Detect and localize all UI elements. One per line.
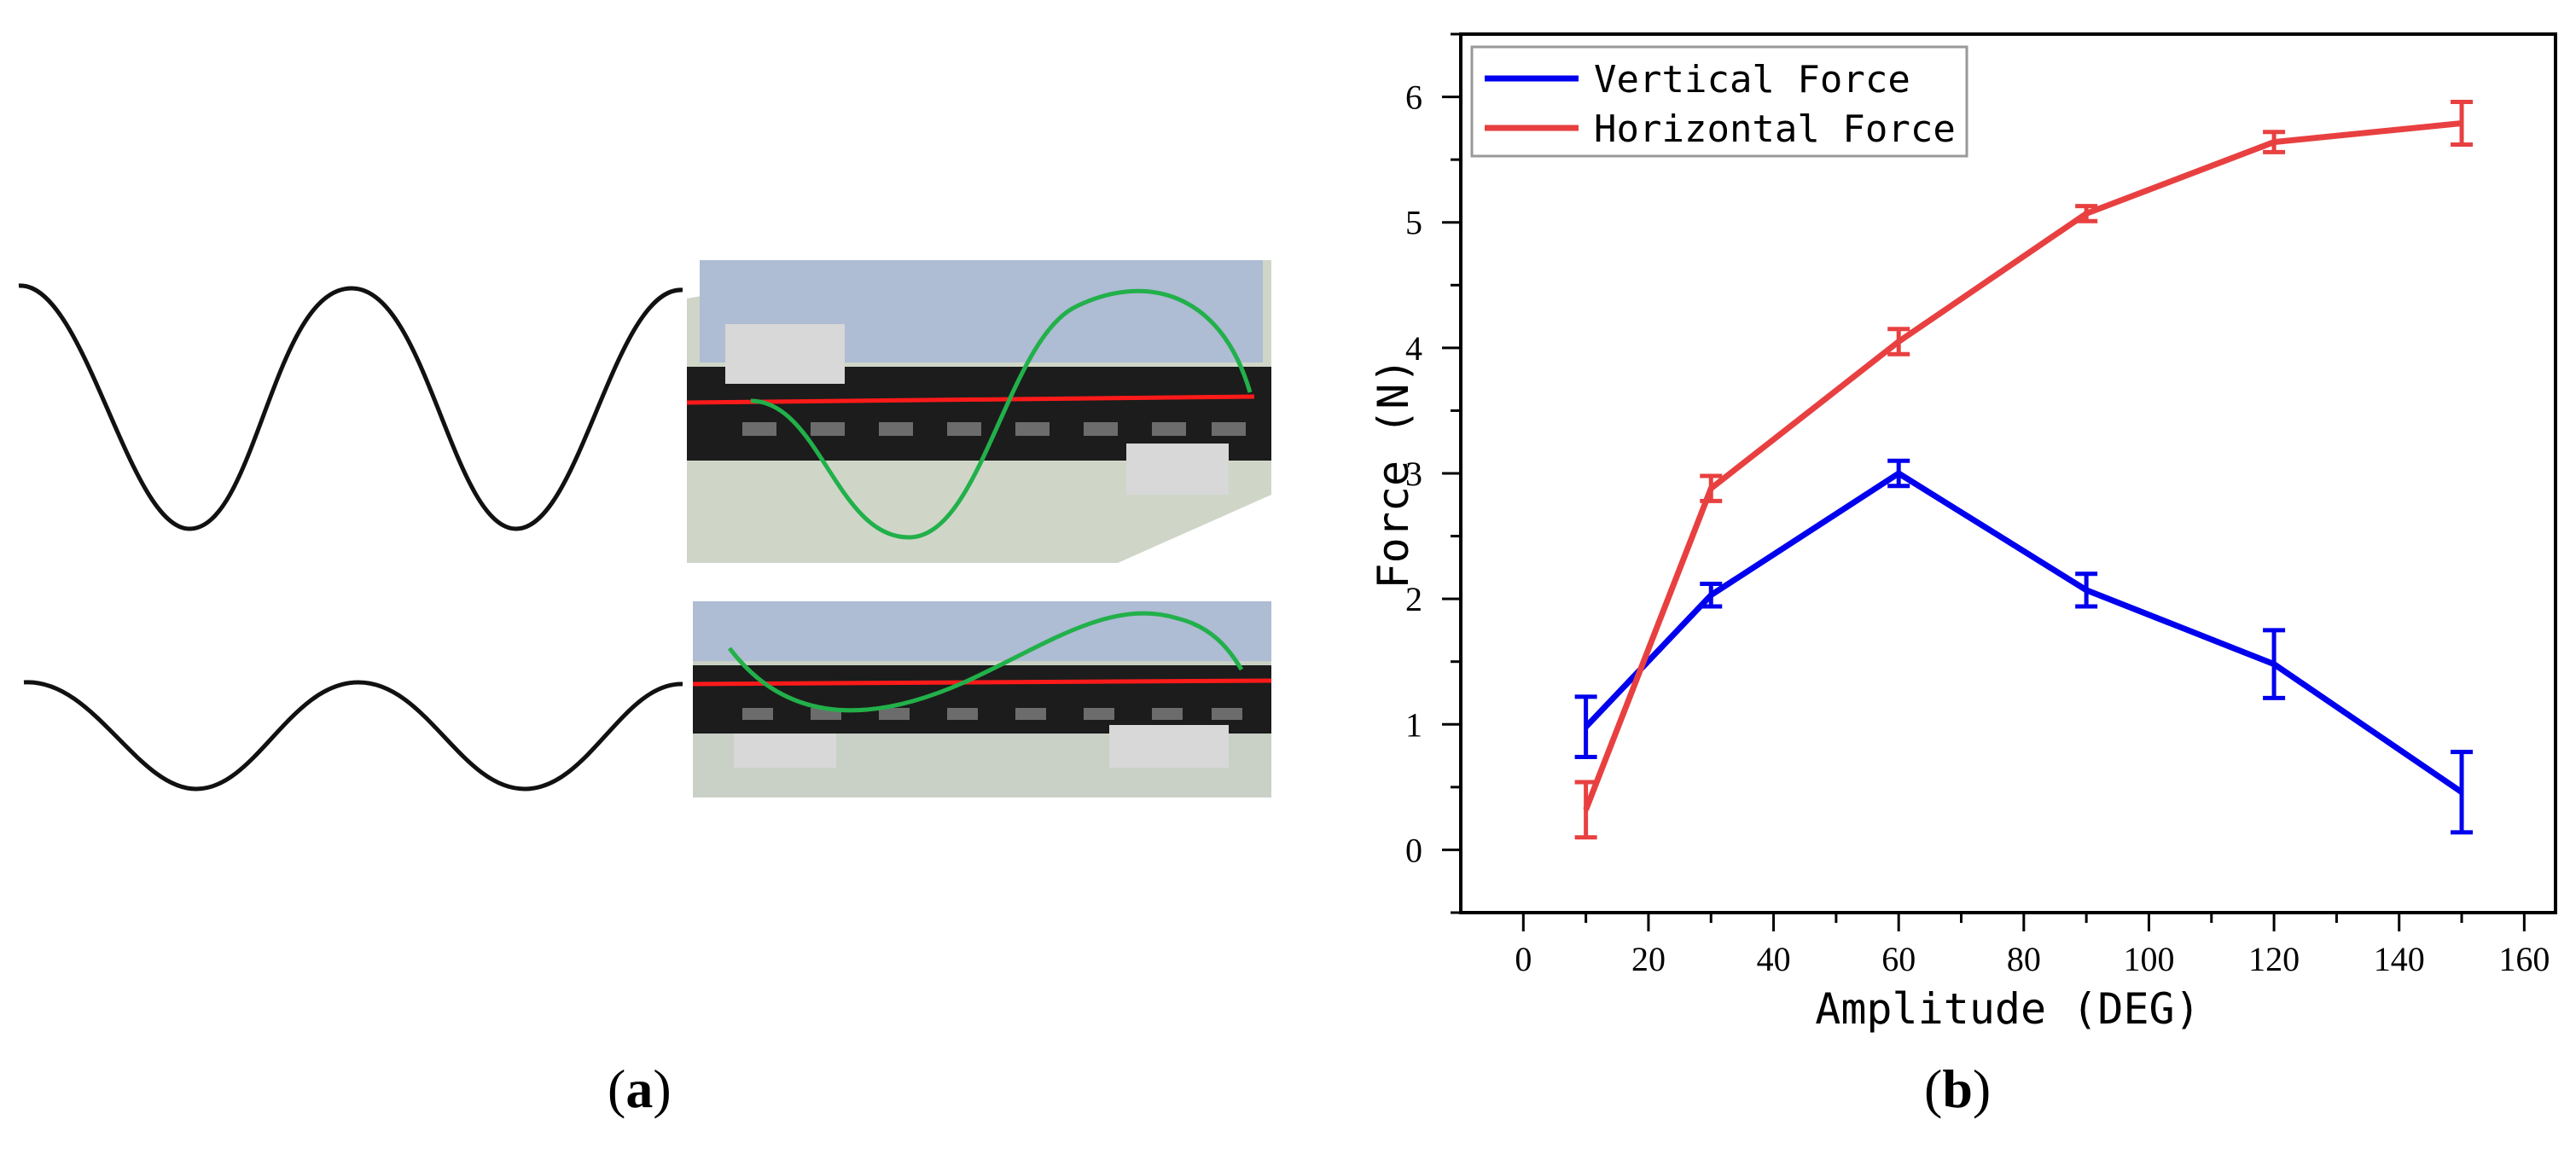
x-tick-label: 100 bbox=[2123, 940, 2174, 978]
error-bar bbox=[2451, 750, 2474, 835]
legend-box bbox=[1470, 45, 1968, 158]
error-bar bbox=[2075, 571, 2098, 609]
error-bar bbox=[1700, 473, 1723, 503]
x-tick-label: 80 bbox=[2007, 940, 2041, 978]
panel-b-label: (b) bbox=[1924, 1058, 1992, 1119]
y-tick-label: 4 bbox=[1405, 329, 1422, 368]
x-tick-label: 0 bbox=[1515, 940, 1532, 978]
x-tick-label: 20 bbox=[1631, 940, 1666, 978]
robot-photo-top bbox=[686, 260, 1271, 563]
error-bar bbox=[1700, 581, 1723, 609]
y-tick-label: 5 bbox=[1405, 204, 1422, 242]
error-bar bbox=[2451, 99, 2474, 147]
error-bar bbox=[2263, 130, 2286, 154]
robot-photo-bottom bbox=[692, 601, 1272, 797]
error-bar bbox=[1887, 327, 1910, 357]
y-tick-label: 1 bbox=[1405, 705, 1422, 744]
error-bar bbox=[1574, 780, 1597, 840]
y-tick-label: 2 bbox=[1405, 580, 1422, 618]
series-line bbox=[1584, 470, 2464, 795]
large-amplitude-wave bbox=[18, 283, 683, 531]
series-line bbox=[1583, 119, 2463, 811]
legend-label: Vertical Force bbox=[1594, 58, 1910, 101]
panel-a-label: (a) bbox=[608, 1058, 672, 1119]
y-axis: 0 1 2 3 4 5 6 bbox=[1405, 32, 1461, 914]
x-tick-label: 120 bbox=[2248, 940, 2300, 978]
panel-a bbox=[18, 260, 1272, 797]
y-tick-label: 3 bbox=[1405, 455, 1422, 493]
small-amplitude-wave bbox=[23, 680, 683, 792]
x-tick-label: 160 bbox=[2498, 940, 2550, 978]
error-bar bbox=[1574, 694, 1597, 760]
x-tick-label: 40 bbox=[1757, 940, 1791, 978]
y-axis-label: Force (N) bbox=[1369, 358, 1418, 589]
plot-frame bbox=[1459, 32, 2557, 914]
force-chart: 0 20 40 60 80 100 120 140 160 0 1 2 3 4 5 6 Amplitude … bbox=[1369, 32, 2557, 1034]
y-tick-label: 0 bbox=[1405, 831, 1422, 869]
series-layer bbox=[1574, 99, 2474, 840]
legend: Vertical Force Horizontal Force bbox=[1470, 45, 1968, 158]
x-axis-label: Amplitude (DEG) bbox=[1815, 984, 2201, 1034]
x-tick-label: 60 bbox=[1881, 940, 1916, 978]
error-bar bbox=[2075, 204, 2098, 223]
x-axis: 0 20 40 60 80 100 120 140 160 bbox=[1515, 913, 2550, 978]
y-tick-label: 6 bbox=[1405, 78, 1422, 117]
legend-label: Horizontal Force bbox=[1594, 107, 1956, 151]
error-bar bbox=[1887, 458, 1910, 489]
error-bar bbox=[2263, 628, 2286, 700]
x-tick-label: 140 bbox=[2374, 940, 2425, 978]
